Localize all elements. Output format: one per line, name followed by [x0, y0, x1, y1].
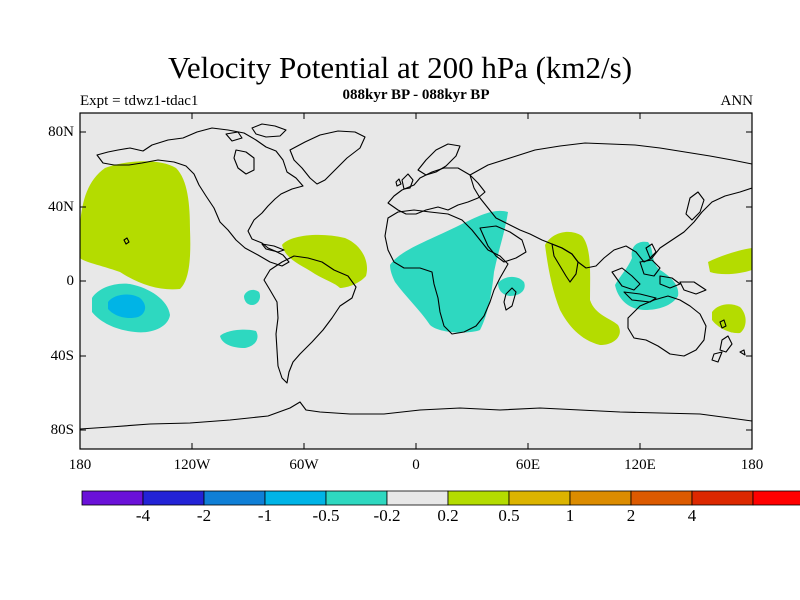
coastline-australia [627, 295, 707, 357]
positive-anomaly-west-pacific [708, 248, 752, 275]
coastline-pacific-islands [123, 237, 746, 356]
colorbar-swatch [630, 490, 693, 506]
coastline-antarctica [80, 401, 752, 430]
colorbar-swatch [142, 490, 205, 506]
colorbar-swatch [203, 490, 266, 506]
coastline-new-guinea [679, 281, 707, 295]
colorbar-label: -1 [257, 506, 273, 525]
y-tick-label-40s: 40S [50, 348, 74, 364]
subtitle: 088kyr BP - 088kyr BP [342, 87, 490, 103]
coastline-arabia [479, 225, 527, 263]
coastline-africa [384, 209, 509, 335]
y-tick-label-0: 0 [66, 273, 75, 289]
experiment-label: Expt = tdwz1-tdac1 [80, 93, 199, 109]
colorbar-label: 0.2 [437, 506, 459, 525]
coastline-india [551, 243, 579, 283]
negative-anomaly-madagascar [498, 276, 525, 296]
coastline-scandinavia [417, 143, 461, 176]
coastline-hudson-bay [233, 149, 255, 175]
x-tick-label-120w: 120W [173, 457, 211, 473]
coastlines [80, 123, 752, 430]
colorbar-swatch [264, 490, 327, 506]
colorbar-swatch [569, 490, 632, 506]
x-tick-label-180e: 180 [740, 457, 764, 473]
y-tick-label-80s: 80S [50, 422, 74, 438]
positive-anomaly-north-pacific [80, 161, 191, 290]
strong-negative-anomaly-south-pacific [108, 294, 146, 319]
season-label: ANN [720, 93, 754, 109]
coastline-maritime-continent [611, 243, 681, 303]
x-tick-label-0: 0 [412, 457, 420, 473]
colorbar-swatch [508, 490, 571, 506]
coastline-new-zealand [711, 335, 733, 363]
coastline-south-america [263, 255, 357, 384]
negative-anomaly-africa [390, 210, 508, 333]
colorbar-label: 2 [626, 506, 636, 525]
coastline-europe [387, 167, 486, 215]
colorbar-swatch [81, 490, 144, 506]
coastline-north-america [96, 127, 304, 267]
coastline-madagascar [503, 287, 517, 311]
coastline-asia [469, 142, 752, 269]
coastline-greenland [289, 130, 366, 185]
axis-ticks [80, 113, 752, 449]
colorbar-label: -4 [135, 506, 151, 525]
colorbar-swatch [325, 490, 388, 506]
x-tick-label-60e: 60E [515, 457, 541, 473]
colorbar-swatch [447, 490, 510, 506]
colorbar-swatch [752, 490, 800, 506]
x-tick-label-120e: 120E [624, 457, 656, 473]
colorbar-label: -2 [196, 506, 212, 525]
negative-anomaly-east-pacific-south [220, 329, 258, 348]
coastline-arctic-islands [225, 123, 287, 142]
colorbar [81, 490, 800, 506]
colorbar-label: -0.5 [312, 506, 340, 525]
colorbar-label: 0.5 [498, 506, 520, 525]
colorbar-label: 4 [687, 506, 697, 525]
colorbar-swatch [691, 490, 754, 506]
colorbar-swatch [386, 490, 449, 506]
coastline-cuba [261, 243, 285, 253]
y-tick-label-40n: 40N [48, 199, 74, 215]
coastline-japan [685, 191, 705, 221]
positive-anomaly-australia-east [712, 304, 746, 334]
x-tick-label-60w: 60W [289, 457, 319, 473]
colorbar-label: 1 [565, 506, 575, 525]
negative-anomaly-east-pacific-small [244, 289, 261, 305]
colorbar-label: -0.2 [373, 506, 401, 525]
y-tick-label-80n: 80N [48, 124, 74, 140]
coastline-british-isles [395, 173, 414, 190]
x-tick-label-180w: 180 [68, 457, 92, 473]
positive-anomaly-indian-ocean [545, 231, 620, 345]
page-title: Velocity Potential at 200 hPa (km2/s) [167, 50, 633, 85]
